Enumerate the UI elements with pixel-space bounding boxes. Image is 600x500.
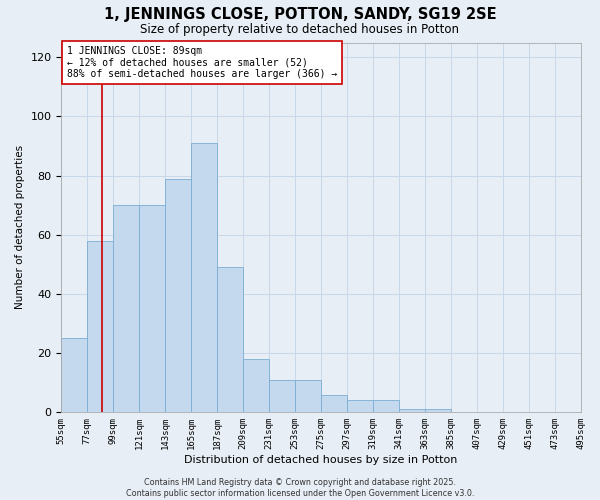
Y-axis label: Number of detached properties: Number of detached properties — [15, 146, 25, 310]
Bar — [295, 380, 321, 412]
Bar — [347, 400, 373, 412]
Text: 1, JENNINGS CLOSE, POTTON, SANDY, SG19 2SE: 1, JENNINGS CLOSE, POTTON, SANDY, SG19 2… — [104, 8, 496, 22]
Bar — [269, 380, 295, 412]
Text: Size of property relative to detached houses in Potton: Size of property relative to detached ho… — [140, 22, 460, 36]
X-axis label: Distribution of detached houses by size in Potton: Distribution of detached houses by size … — [184, 455, 458, 465]
Bar — [373, 400, 399, 412]
Bar — [243, 359, 269, 412]
Bar — [113, 205, 139, 412]
Bar — [61, 338, 88, 412]
Bar — [217, 268, 243, 412]
Bar — [191, 143, 217, 412]
Bar — [165, 178, 191, 412]
Bar — [399, 410, 425, 412]
Bar — [321, 394, 347, 412]
Bar — [88, 240, 113, 412]
Text: Contains HM Land Registry data © Crown copyright and database right 2025.
Contai: Contains HM Land Registry data © Crown c… — [126, 478, 474, 498]
Bar — [139, 205, 165, 412]
Bar — [425, 410, 451, 412]
Text: 1 JENNINGS CLOSE: 89sqm
← 12% of detached houses are smaller (52)
88% of semi-de: 1 JENNINGS CLOSE: 89sqm ← 12% of detache… — [67, 46, 337, 80]
